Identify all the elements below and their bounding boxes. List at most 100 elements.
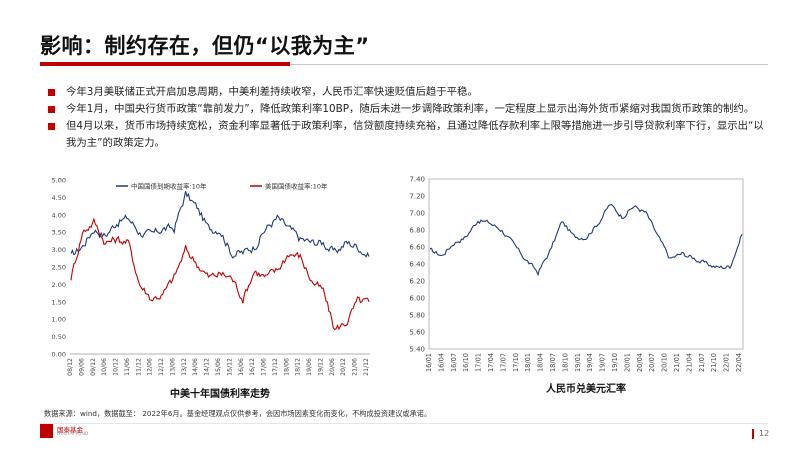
bullet-item: 今年1月，中国央行货币政策“靠前发力”，降低政策利率10BP，随后未进一步调降政… — [44, 101, 764, 118]
y-tick-label: 7.20 — [409, 193, 425, 201]
logo-name-en: GUOTAI FUND — [57, 432, 89, 437]
page-title: 影响：制约存在，但仍“以我为主” — [40, 34, 370, 58]
y-tick-label: 7.00 — [409, 210, 425, 218]
x-tick-label: 20/01 — [623, 353, 631, 372]
y-tick-label: 2.50 — [52, 264, 66, 272]
x-tick-label: 17/07 — [499, 353, 507, 372]
bullet-square-icon — [48, 89, 55, 96]
title-accent-bar — [40, 62, 290, 66]
us-china-10y-yield-chart: 0.00 0.50 1.00 1.50 2.00 2.50 3.00 3.50 4.00 4.50… — [52, 177, 370, 400]
x-tick-label: 10/06 — [101, 358, 108, 376]
x-tick-label: 13/12 — [181, 358, 188, 376]
x-tick-label: 15/06 — [215, 358, 222, 376]
bullet-text: 今年1月，中国央行货币政策“靠前发力”，降低政策利率10BP，随后未进一步调降政… — [66, 103, 755, 115]
y-tick-label: 5.60 — [409, 329, 425, 337]
y-tick-label: 4.00 — [52, 211, 66, 219]
x-tick-label: 18/04 — [537, 353, 545, 372]
x-tick-label: 19/01 — [574, 353, 582, 372]
x-tick-label: 09/12 — [90, 358, 97, 376]
cny-usd-rate-chart: 5.40 5.60 5.80 6.00 6.20 6.40 6.60 6.80 7.00 7.20… — [409, 176, 744, 395]
x-tick-label: 18/10 — [561, 353, 569, 372]
page-number-bar — [752, 429, 754, 439]
x-tick-label: 16/10 — [462, 353, 470, 372]
x-tick-label: 16/12 — [249, 358, 256, 376]
series-line — [70, 217, 370, 331]
x-tick-label: 22/01 — [723, 353, 731, 372]
x-tick-label: 13/06 — [169, 358, 176, 376]
x-tick-label: 19/10 — [611, 353, 619, 372]
page-number: 12 — [759, 429, 770, 438]
x-tick-label: 19/06 — [306, 358, 313, 376]
x-tick-label: 17/04 — [487, 353, 495, 372]
y-tick-label: 1.50 — [52, 298, 66, 306]
x-tick-label: 20/10 — [661, 353, 669, 372]
x-tick-label: 19/07 — [599, 353, 607, 372]
legend-label-us: 美国国债收益率:10年 — [265, 182, 328, 191]
y-tick-label: 3.50 — [52, 229, 66, 237]
x-tick-label: 15/12 — [226, 358, 233, 376]
x-tick-label: 20/07 — [648, 353, 656, 372]
logo-mark-icon — [40, 424, 53, 438]
x-tick-label: 21/06 — [352, 358, 359, 376]
y-tick-label: 0.00 — [52, 351, 66, 359]
x-tick-label: 08/12 — [67, 358, 74, 376]
x-tick-label: 16/01 — [425, 353, 433, 372]
x-tick-label: 14/12 — [204, 358, 211, 376]
bullet-text: 今年3月美联储正式开启加息周期，中美利差持续收窄，人民币汇率快速贬值后趋于平稳。 — [66, 86, 478, 98]
x-tick-label: 21/12 — [363, 358, 370, 376]
x-tick-label: 20/12 — [340, 358, 347, 376]
y-tick-label: 3.00 — [52, 246, 66, 254]
x-tick-label: 20/04 — [636, 353, 644, 372]
series-line — [429, 204, 743, 277]
x-tick-label: 21/01 — [673, 353, 681, 372]
y-tick-label: 2.00 — [52, 281, 66, 289]
x-tick-label: 19/12 — [317, 358, 324, 376]
y-tick-label: 5.00 — [52, 177, 66, 185]
x-tick-label: 11/06 — [124, 358, 131, 376]
y-tick-label: 6.20 — [409, 278, 425, 286]
bullet-item: 但4月以来，货币市场持续宽松，资金利率显著低于政策利率，信贷额度持续充裕，且通过… — [44, 118, 764, 152]
x-tick-label: 18/12 — [295, 358, 302, 376]
x-tick-label: 21/10 — [710, 353, 718, 372]
x-tick-label: 09/06 — [78, 358, 85, 376]
bullet-item: 今年3月美联储正式开启加息周期，中美利差持续收窄，人民币汇率快速贬值后趋于平稳。 — [44, 84, 764, 101]
bullet-text: 但4月以来，货币市场持续宽松，资金利率显著低于政策利率，信贷额度持续充裕，且通过… — [66, 120, 764, 149]
logo-name: 国泰基金 — [57, 426, 83, 434]
x-tick-label: 19/04 — [586, 353, 594, 372]
x-tick-label: 10/12 — [113, 358, 120, 376]
data-source-note: 数据来源：wind，数据截至： 2022年6月。基金经理观点仅供参考，会因市场因… — [44, 409, 432, 418]
x-tick-label: 14/06 — [192, 358, 199, 376]
x-tick-label: 17/01 — [475, 353, 483, 372]
x-tick-label: 11/12 — [135, 358, 142, 376]
x-tick-label: 17/06 — [261, 358, 268, 376]
y-tick-label: 6.60 — [409, 244, 425, 252]
y-tick-label: 5.40 — [409, 346, 425, 354]
x-tick-label: 12/12 — [158, 358, 165, 376]
x-tick-label: 21/07 — [698, 353, 706, 372]
x-tick-label: 18/01 — [524, 353, 532, 372]
chart-title: 人民币兑美元汇率 — [546, 382, 626, 395]
legend-label-china: 中国国债到期收益率:10年 — [131, 182, 207, 191]
x-tick-label: 22/04 — [735, 353, 743, 372]
plot-frame — [428, 178, 744, 350]
x-tick-label: 18/06 — [283, 358, 290, 376]
y-tick-label: 6.80 — [409, 227, 425, 235]
y-tick-label: 0.50 — [52, 333, 66, 341]
y-tick-label: 5.80 — [409, 312, 425, 320]
bullet-list: 今年3月美联储正式开启加息周期，中美利差持续收窄，人民币汇率快速贬值后趋于平稳。… — [44, 84, 764, 152]
x-tick-label: 21/04 — [685, 353, 693, 372]
x-tick-label: 16/07 — [450, 353, 458, 372]
y-tick-label: 1.00 — [52, 316, 66, 324]
y-tick-label: 6.00 — [409, 295, 425, 303]
x-tick-label: 17/10 — [512, 353, 520, 372]
x-tick-label: 16/06 — [238, 358, 245, 376]
series-line — [70, 191, 370, 259]
x-tick-label: 20/06 — [329, 358, 336, 376]
chart-title: 中美十年国债利率走势 — [170, 387, 270, 400]
x-tick-label: 17/12 — [272, 358, 279, 376]
bullet-square-icon — [48, 123, 55, 130]
y-tick-label: 6.40 — [409, 261, 425, 269]
y-tick-label: 7.40 — [409, 176, 425, 184]
footer-divider — [40, 423, 768, 424]
x-tick-label: 12/06 — [147, 358, 154, 376]
